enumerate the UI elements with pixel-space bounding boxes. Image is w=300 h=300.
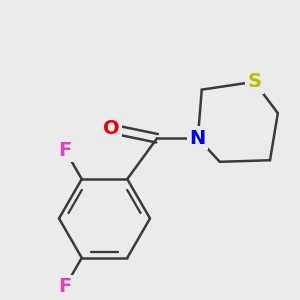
Text: F: F bbox=[59, 277, 72, 296]
Text: S: S bbox=[247, 72, 261, 91]
Text: O: O bbox=[103, 119, 120, 138]
Text: N: N bbox=[190, 129, 206, 148]
Text: F: F bbox=[59, 141, 72, 160]
